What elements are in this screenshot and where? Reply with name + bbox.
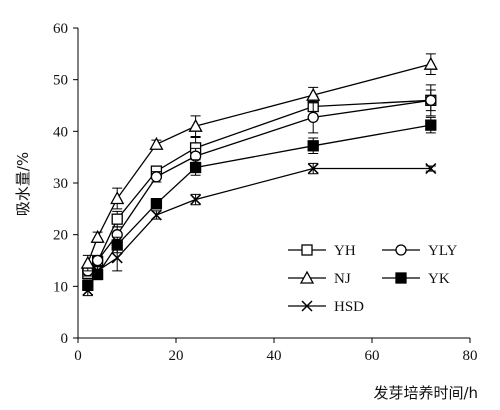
y-tick-label: 0	[61, 331, 69, 347]
legend-item-yh: YH	[288, 243, 356, 259]
series-nj	[80, 53, 438, 272]
data-point-yly	[425, 94, 437, 106]
data-point-hsd	[307, 163, 319, 175]
legend-marker-yly	[395, 244, 407, 256]
y-tick-label: 30	[53, 176, 68, 192]
series-line-yh	[87, 99, 431, 274]
x-axis-title: 发芽培养时间/h	[373, 384, 478, 402]
data-point-yly	[150, 171, 163, 183]
legend-marker-yk	[395, 272, 407, 284]
series-line-yk	[87, 124, 431, 286]
data-point-nj	[110, 191, 125, 205]
y-axis-title: 吸水量/%	[14, 152, 32, 216]
y-tick-label: 50	[53, 73, 68, 89]
data-point-nj	[188, 118, 203, 132]
legend-marker-hsd	[301, 300, 313, 312]
legend-marker-nj	[299, 270, 315, 284]
x-tick-label: 40	[267, 348, 282, 364]
y-tick-label: 60	[53, 21, 68, 37]
legend-item-yk: YK	[382, 271, 450, 287]
data-point-yk	[189, 161, 202, 174]
y-tick-label: 10	[53, 279, 68, 295]
data-point-hsd	[190, 194, 202, 206]
legend-label-yk: YK	[428, 271, 450, 287]
series-yk	[82, 116, 437, 291]
data-point-hsd	[82, 284, 94, 296]
legend: YH YLY NJ YK HSD	[288, 243, 457, 315]
legend-label-nj: NJ	[334, 271, 351, 287]
legend-item-yly: YLY	[382, 243, 457, 259]
data-point-yk	[150, 198, 163, 210]
series-layer	[80, 53, 438, 297]
y-tick-label: 40	[53, 124, 68, 140]
data-point-hsd	[425, 163, 437, 175]
data-point-nj	[90, 229, 105, 243]
data-point-nj	[306, 87, 321, 101]
x-tick-label: 0	[74, 348, 82, 364]
data-point-yly	[91, 254, 104, 267]
x-tick-label: 80	[463, 348, 478, 364]
data-point-yk	[307, 140, 319, 152]
series-line-hsd	[87, 167, 431, 291]
data-point-nj	[80, 255, 95, 269]
x-tick-label: 60	[365, 348, 380, 364]
y-tick-label: 20	[53, 228, 68, 244]
data-point-yh	[111, 213, 123, 225]
data-point-nj	[149, 136, 164, 150]
legend-label-hsd: HSD	[334, 299, 364, 315]
series-hsd	[82, 162, 437, 297]
axes: 0 10 20 30 40 50 60 0 20 40 60 80	[53, 21, 478, 364]
legend-item-hsd: HSD	[288, 299, 364, 315]
data-point-nj	[423, 56, 438, 70]
data-point-hsd	[150, 209, 162, 221]
data-point-yk	[425, 119, 437, 131]
legend-label-yh: YH	[334, 243, 356, 259]
data-point-hsd	[92, 265, 104, 277]
legend-item-nj: NJ	[288, 270, 351, 287]
data-point-hsd	[111, 252, 123, 264]
legend-marker-yh	[301, 244, 313, 256]
legend-label-yly: YLY	[428, 243, 457, 259]
x-tick-label: 20	[169, 348, 184, 364]
data-point-yly	[307, 111, 319, 124]
